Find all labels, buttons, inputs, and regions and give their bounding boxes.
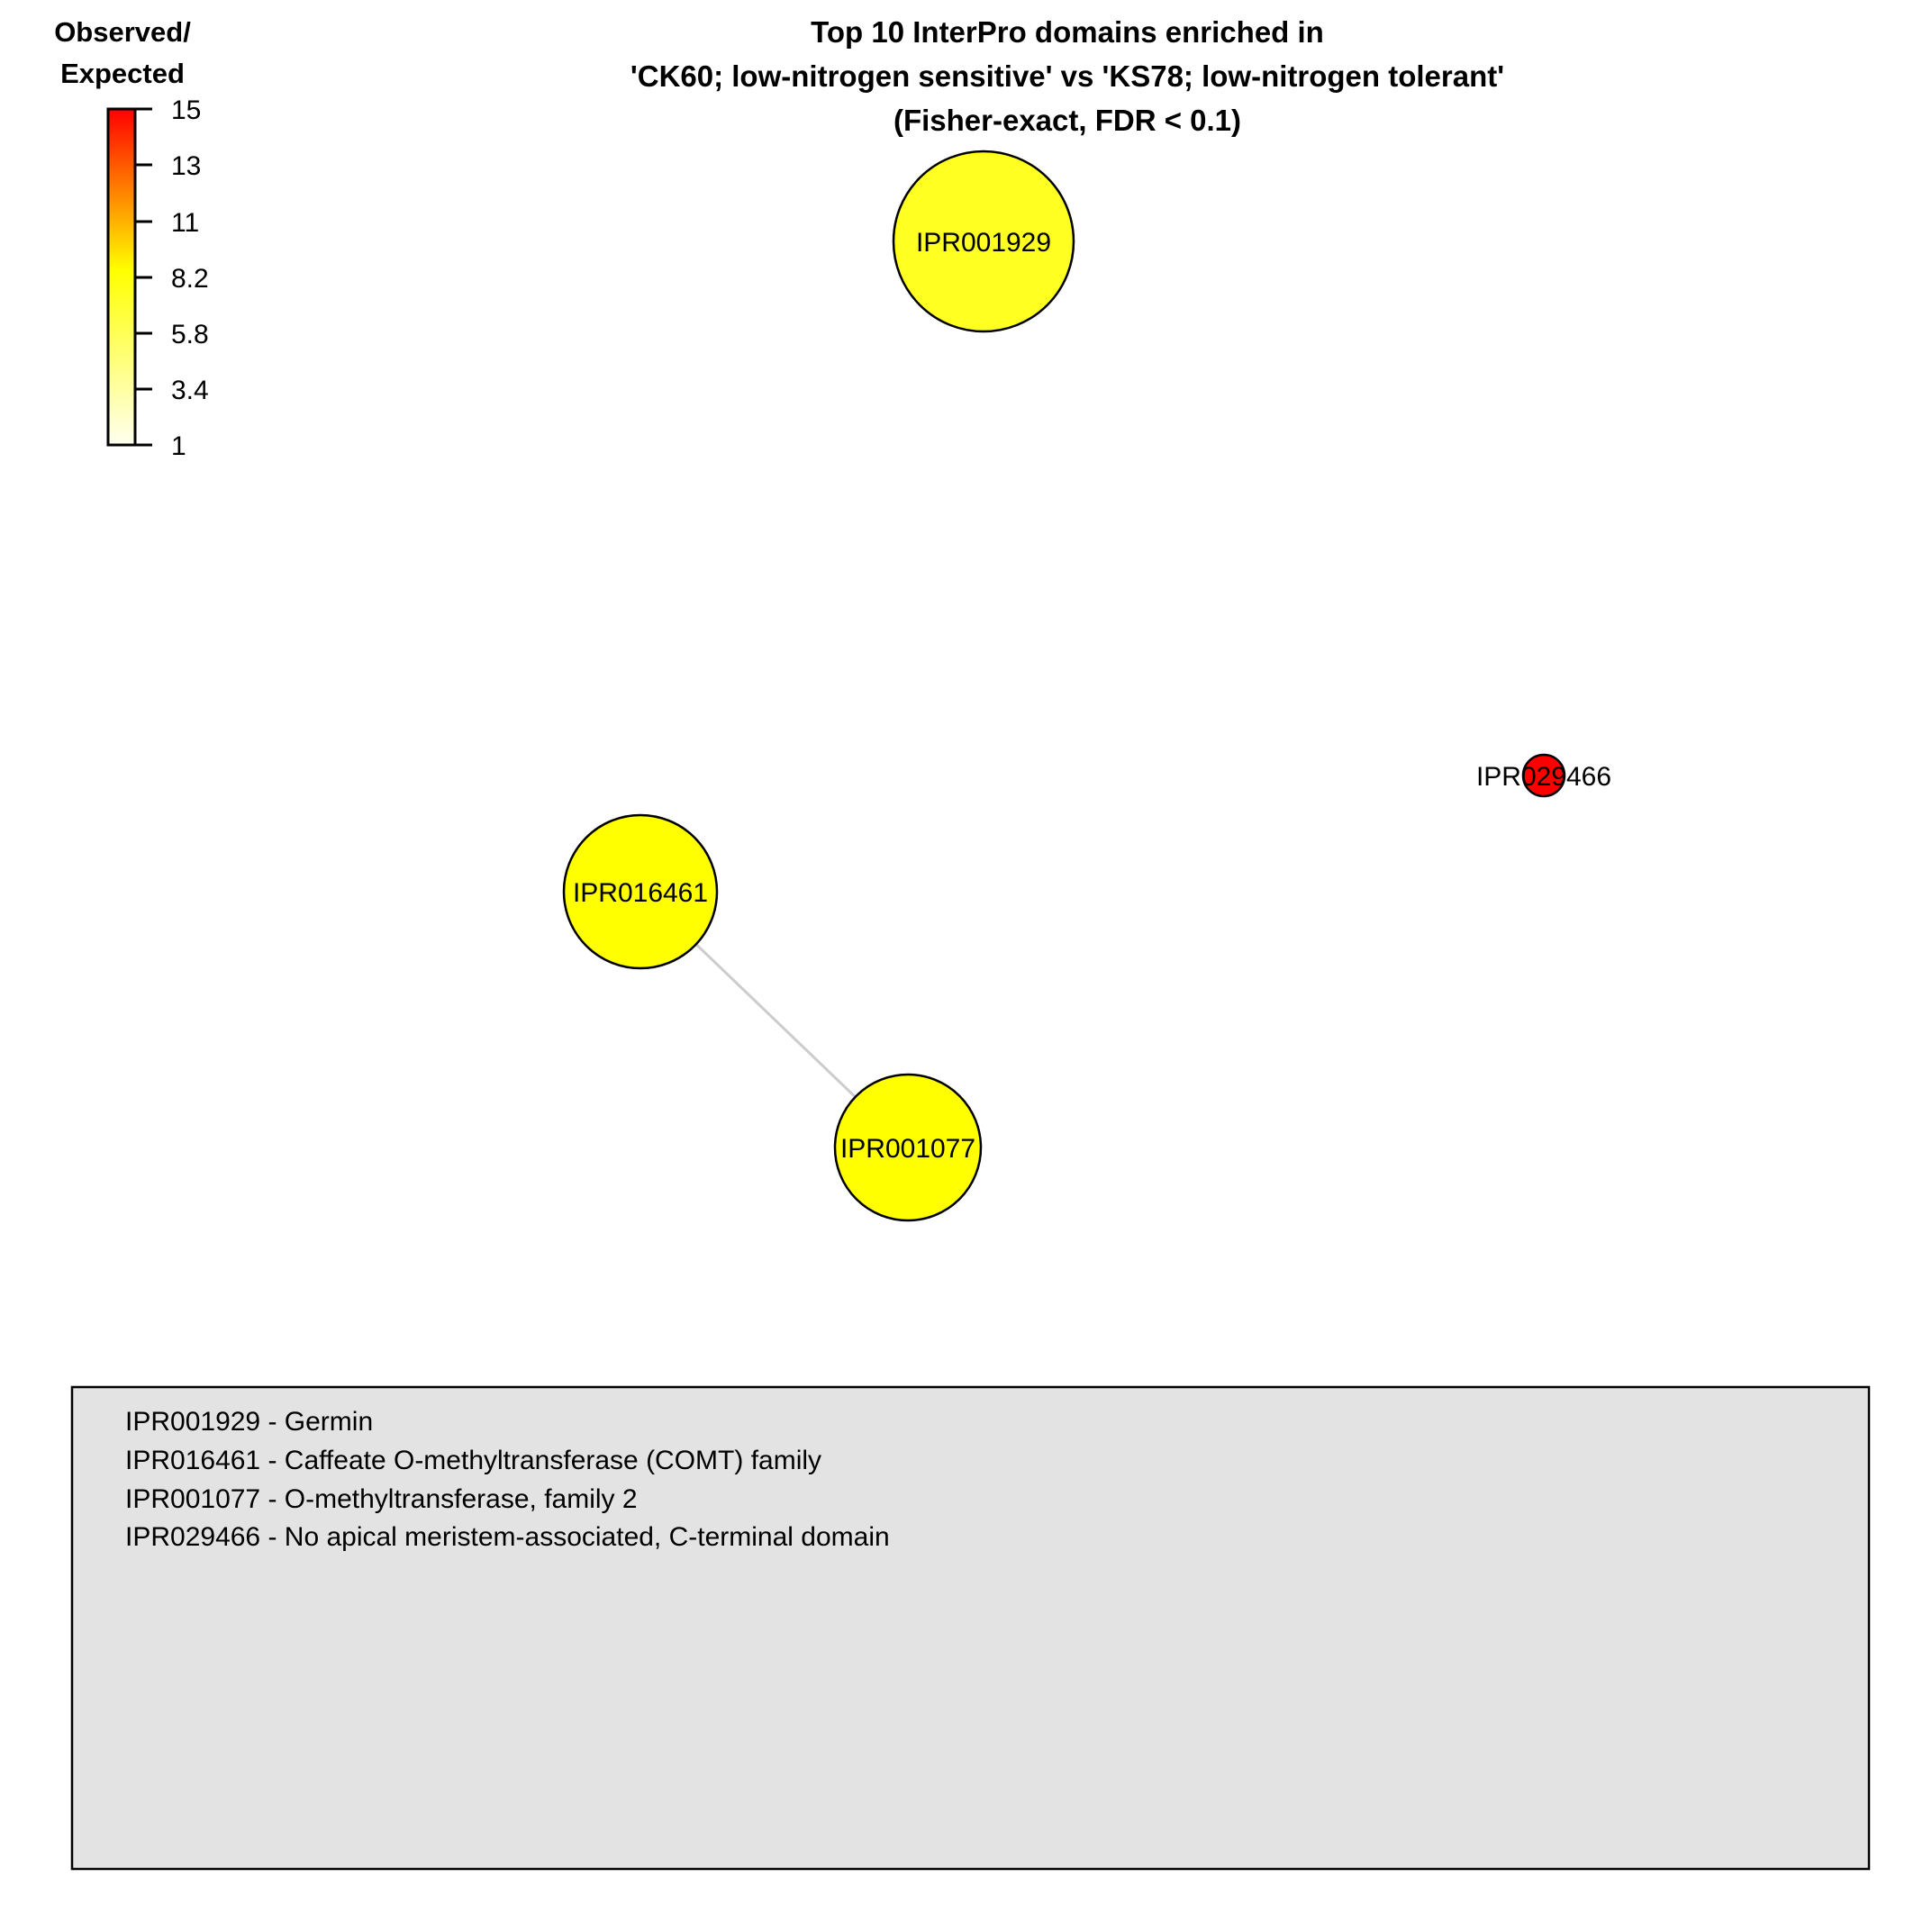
node-IPR029466: IPR029466 [1476,753,1611,798]
scale-tick-label: 8.2 [171,264,209,294]
legend-box [70,1385,1871,1871]
color-scale-title-line-2: Expected [60,58,185,89]
color-scale-ticks: 15 13 11 8.2 5.8 3.4 1 [135,95,209,461]
node-IPR001077: IPR001077 [833,1073,983,1222]
node-circle [892,150,1075,333]
figure-title: Top 10 InterPro domains enriched in 'CK6… [630,15,1504,137]
node-label: IPR016461 [573,878,708,908]
title-line-2: 'CK60; low-nitrogen sensitive' vs 'KS78;… [630,59,1504,93]
scale-tick-label: 13 [171,151,201,181]
node-IPR016461: IPR016461 [562,813,719,970]
node-circle [562,813,719,970]
node-label: IPR001077 [840,1134,975,1164]
node-label: IPR029466 [1476,762,1611,792]
legend-entry: IPR001077 - O-methyltransferase, family … [125,1484,638,1514]
legend-entry: IPR016461 - Caffeate O-methyltransferase… [125,1446,821,1475]
scale-tick-label: 11 [171,208,199,238]
node-IPR001929: IPR001929 [892,150,1075,333]
legend-entry: IPR029466 - No apical meristem-associate… [125,1522,890,1552]
color-scale: Observed/ Expected 15 13 11 8.2 5.8 3.4 … [54,16,209,461]
scale-tick-label: 3.4 [171,376,209,405]
title-line-3: (Fisher-exact, FDR < 0.1) [893,104,1241,137]
scale-tick-label: 5.8 [171,320,209,349]
scale-tick-label: 15 [171,95,201,125]
scale-tick-label: 1 [171,431,186,461]
color-scale-title-line-1: Observed/ [54,16,191,48]
node-circle [833,1073,983,1222]
color-scale-bar [106,107,137,447]
network-nodes: IPR001929 IPR016461 IPR001077 IPR029466 [562,150,1611,1222]
node-circle [1521,753,1566,798]
legend-entry: IPR001929 - Germin [125,1407,373,1437]
title-line-1: Top 10 InterPro domains enriched in [811,15,1324,49]
node-label: IPR001929 [916,228,1051,258]
domain-legend: IPR001929 - Germin IPR016461 - Caffeate … [70,1385,1871,1871]
